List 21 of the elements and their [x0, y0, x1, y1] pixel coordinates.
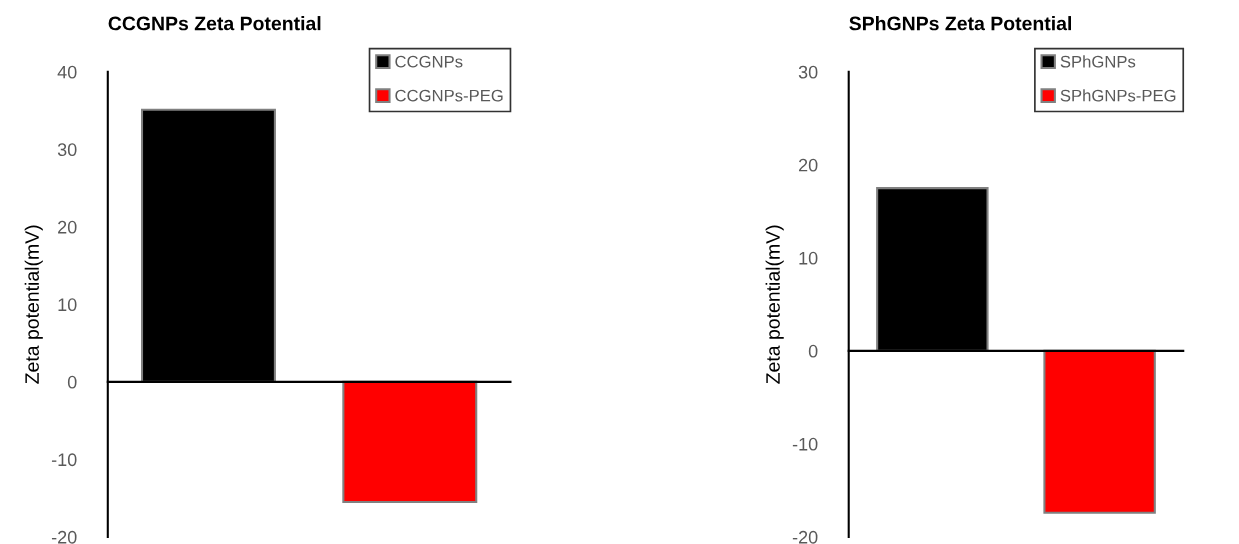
y-axis-title: Zeta potential(mV) [24, 225, 43, 384]
y-tick-label: -20 [51, 530, 77, 544]
legend-label: CCGNPs-PEG [395, 89, 503, 102]
y-tick-label: 30 [798, 65, 818, 79]
y-tick-label: 30 [57, 143, 77, 157]
legend-label: CCGNPs [395, 55, 463, 68]
y-tick-label: -10 [51, 453, 77, 467]
y-tick-label: 20 [58, 220, 77, 234]
chart-title: SPhGNPs Zeta Potential [849, 16, 1071, 31]
y-axis-title: Zeta potential(mV) [765, 225, 784, 384]
y-tick-label: -10 [792, 437, 818, 451]
y-tick-label: -20 [792, 530, 818, 544]
legend-label: SPhGNPs-PEG [1060, 89, 1176, 102]
y-tick-label: 0 [67, 375, 77, 389]
y-tick-label: 0 [808, 344, 818, 358]
legend-label: SPhGNPs [1060, 55, 1136, 68]
y-tick-label: 20 [798, 158, 818, 172]
y-tick-label: 10 [799, 251, 818, 265]
y-tick-label: 10 [58, 298, 77, 312]
y-tick-label: 40 [57, 65, 77, 79]
chart-title: CCGNPs Zeta Potential [108, 16, 321, 31]
